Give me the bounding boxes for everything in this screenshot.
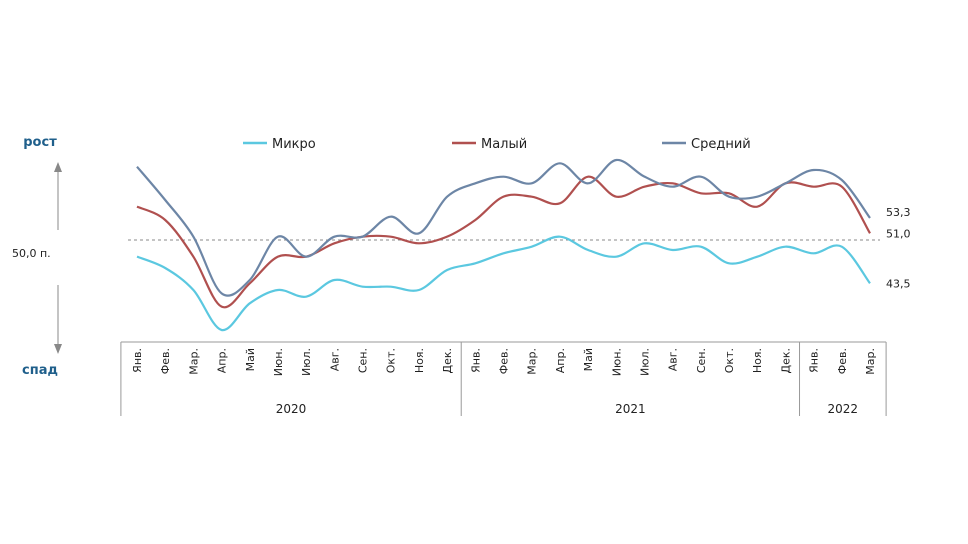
x-tick-label: Ноя. [751,348,764,373]
legend-label-srednii: Средний [691,137,751,152]
year-label-2020: 2020 [276,402,307,416]
x-tick-label: Мар. [864,348,877,375]
x-tick-label: Июн. [272,348,285,376]
x-tick-label: Июн. [610,348,623,376]
year-label-2022: 2022 [828,402,859,416]
x-tick-label: Фев. [836,348,849,374]
x-tick-label: Авг. [328,348,341,371]
y-bottom-label: спад [22,363,58,378]
x-tick-label: Янв. [808,348,821,373]
series-line-mikro [136,235,871,332]
x-tick-label: Янв. [131,348,144,373]
legend-label-mikro: Микро [272,137,316,152]
legend: Микро Малый Средний [243,137,751,152]
series-line-srednii [136,158,871,297]
x-tick-label: Сен. [357,348,370,373]
x-tick-label: Май [244,348,257,371]
end-label-mikro: 43,5 [886,277,911,290]
x-tick-label: Фев. [159,348,172,374]
end-labels: 43,5 51,0 53,3 [886,206,911,290]
x-tick-label: Авг. [667,348,680,371]
x-axis: 2020 2021 2022 Янв. Фев. Мар. Апр. Май Июн. Июл. А… [120,341,887,416]
x-tick-label: Ноя. [413,348,426,373]
x-tick-label: Сен. [695,348,708,373]
x-tick-label: Дек. [441,348,454,374]
x-tick-label: Апр. [554,348,567,373]
x-tick-label: Мар. [526,348,539,375]
series-line-malyi [136,175,871,309]
end-label-malyi: 51,0 [886,227,911,240]
x-tick-label: Июл. [638,348,651,376]
x-tick-label: Окт. [723,348,736,373]
x-tick-label: Апр. [216,348,229,373]
x-tick-label: Янв. [469,348,482,373]
x-tick-label: Окт. [385,348,398,373]
end-label-srednii: 53,3 [886,206,911,219]
y-top-label: рост [23,135,57,150]
series-layer [136,158,871,332]
x-tick-label: Дек. [779,348,792,374]
x-tick-label: Июл. [300,348,313,376]
year-label-2021: 2021 [615,402,646,416]
x-tick-label: Май [582,348,595,371]
reference-line-label: 50,0 п. [12,247,51,260]
legend-label-malyi: Малый [481,137,527,152]
x-tick-label: Мар. [187,348,200,375]
y-direction-arrows [54,162,62,354]
x-tick-label: Фев. [498,348,511,374]
